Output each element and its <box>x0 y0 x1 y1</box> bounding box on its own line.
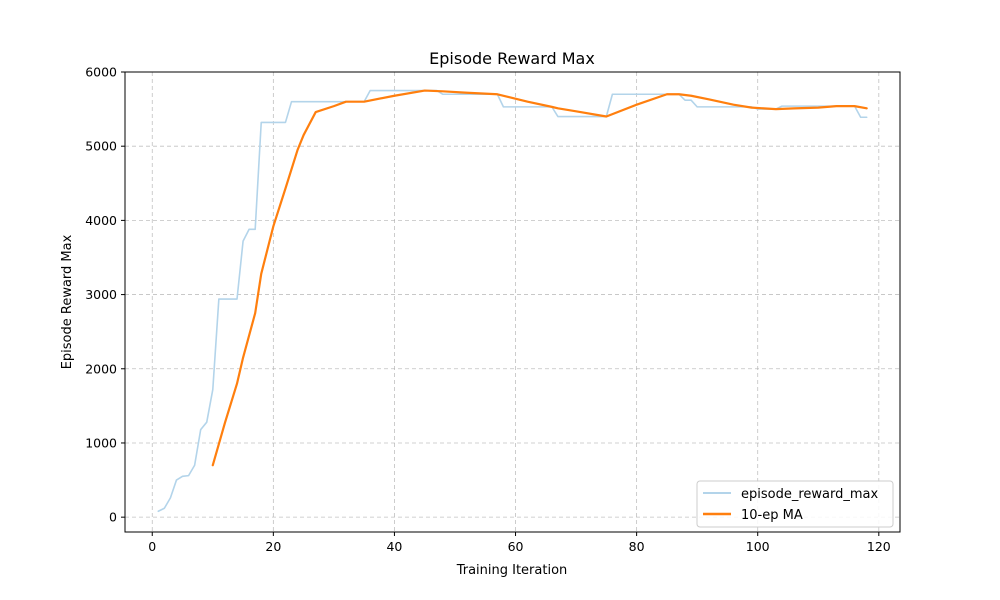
y-tick-label: 2000 <box>85 361 117 376</box>
axis-ticks: 0 20 40 60 80 100 120 0 1000 2000 3000 4000 5000 6000 <box>85 65 891 555</box>
y-tick-label: 3000 <box>85 287 117 302</box>
x-axis-label: Training Iteration <box>456 563 568 578</box>
plot-area-frame <box>124 71 901 533</box>
y-tick-label: 0 <box>109 510 117 525</box>
y-tick-label: 5000 <box>85 139 117 154</box>
y-tick-label: 1000 <box>85 435 117 450</box>
plot-series <box>157 89 868 513</box>
y-tick-label: 6000 <box>85 65 117 80</box>
x-tick-label: 80 <box>629 539 645 554</box>
legend-frame <box>696 480 894 528</box>
chart-title: Episode Reward Max <box>429 49 595 68</box>
legend: episode_reward_max 10-ep MA <box>696 480 894 528</box>
x-tick-label: 0 <box>148 539 156 554</box>
legend-label-episode-reward-max: episode_reward_max <box>741 487 878 502</box>
x-tick-label: 120 <box>867 539 891 554</box>
x-tick-label: 20 <box>265 539 281 554</box>
x-tick-label: 60 <box>508 539 524 554</box>
series-line-10-ep-ma <box>211 89 868 467</box>
y-tick-label: 4000 <box>85 213 117 228</box>
x-tick-label: 100 <box>746 539 770 554</box>
legend-label-10-ep-ma: 10-ep MA <box>741 508 803 523</box>
x-tick-label: 40 <box>386 539 402 554</box>
y-axis-label: Episode Reward Max <box>60 234 75 369</box>
